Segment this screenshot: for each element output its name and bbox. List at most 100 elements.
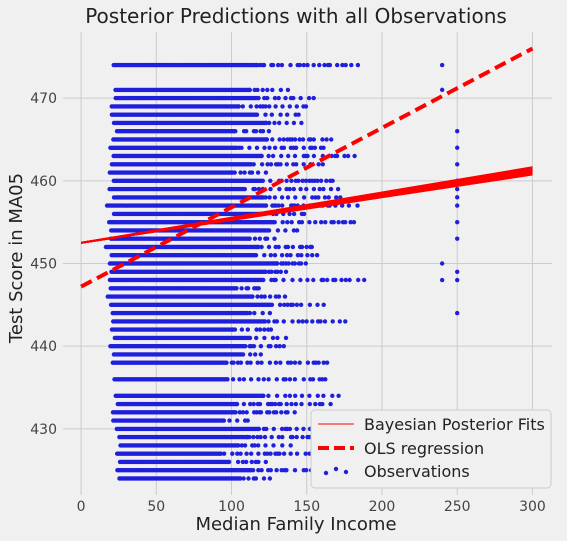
- observation-point: [263, 195, 268, 200]
- observation-point: [248, 360, 253, 365]
- observation-point: [288, 62, 293, 68]
- observation-point: [306, 95, 312, 101]
- observation-point: [270, 62, 276, 68]
- observation-point: [272, 220, 277, 225]
- observation-point: [270, 87, 275, 93]
- observation-point: [293, 195, 298, 200]
- observation-point: [279, 410, 284, 415]
- observation-point: [299, 253, 304, 258]
- observation-point: [264, 137, 270, 142]
- observation-point: [439, 261, 445, 266]
- observation-point: [285, 410, 290, 415]
- observation-point: [281, 451, 287, 456]
- observation-point: [272, 253, 278, 258]
- observation-point: [230, 451, 235, 456]
- observation-point: [292, 137, 298, 142]
- y-tick-label: 440: [30, 339, 57, 355]
- observation-point: [279, 253, 285, 258]
- observation-point: [284, 120, 289, 126]
- observation-point: [292, 261, 298, 266]
- observation-point: [247, 310, 253, 316]
- observation-point: [343, 319, 348, 324]
- observation-point: [291, 186, 296, 192]
- observation-point: [258, 352, 263, 357]
- observation-point: [238, 170, 243, 175]
- observation-point: [239, 286, 244, 291]
- observation-point: [281, 344, 286, 349]
- observation-point: [274, 468, 279, 473]
- observation-point: [230, 377, 236, 382]
- observation-point: [248, 104, 253, 109]
- observation-point: [301, 211, 307, 217]
- observation-point: [305, 277, 310, 283]
- observation-point: [286, 261, 291, 266]
- observation-point: [287, 377, 293, 382]
- observation-point: [321, 360, 326, 365]
- observation-point: [283, 228, 288, 233]
- observation-point: [242, 170, 247, 175]
- observation-point: [310, 319, 315, 324]
- observation-point: [293, 145, 299, 150]
- observation-point: [455, 277, 460, 283]
- observation-point: [329, 137, 334, 142]
- observation-point: [300, 319, 305, 324]
- observation-point: [252, 186, 258, 192]
- observation-point: [249, 459, 254, 465]
- observation-point: [301, 195, 307, 200]
- observation-point: [249, 170, 255, 175]
- observation-point: [347, 277, 352, 283]
- observation-point: [262, 294, 267, 299]
- observation-point: [320, 401, 325, 407]
- observation-point: [455, 195, 460, 200]
- observation-point: [311, 277, 316, 283]
- observation-point: [277, 120, 282, 126]
- observation-point: [292, 410, 297, 415]
- observation-point: [278, 401, 283, 407]
- observation-point: [304, 319, 309, 324]
- observation-point: [293, 401, 299, 407]
- observation-point: [278, 360, 283, 365]
- observation-point: [334, 153, 340, 159]
- observation-point: [321, 277, 326, 283]
- observation-point: [267, 360, 273, 365]
- observation-point: [275, 335, 280, 341]
- observation-point: [270, 137, 275, 142]
- observation-point: [349, 62, 354, 68]
- observation-point: [288, 360, 294, 365]
- observation-point: [291, 211, 297, 217]
- observation-point: [260, 129, 266, 134]
- observation-point: [262, 434, 268, 440]
- observation-point: [265, 451, 270, 456]
- observation-point: [248, 377, 254, 382]
- observation-point: [288, 443, 293, 448]
- observation-point: [240, 410, 246, 415]
- observation-point: [254, 145, 260, 150]
- observation-point: [326, 195, 331, 200]
- observation-point: [276, 434, 281, 440]
- observation-point: [256, 426, 262, 432]
- observation-point: [274, 261, 280, 266]
- observation-point: [268, 327, 274, 332]
- observation-point: [346, 203, 352, 208]
- observation-point: [281, 277, 286, 283]
- observation-point: [241, 377, 247, 382]
- observation-point: [256, 443, 261, 448]
- observation-point: [232, 170, 237, 175]
- observation-point: [294, 434, 299, 440]
- observation-point: [292, 360, 298, 365]
- observation-point: [339, 277, 344, 283]
- observation-point: [235, 451, 240, 456]
- observation-point: [235, 459, 241, 465]
- observation-point: [283, 95, 288, 101]
- observation-point: [269, 112, 274, 117]
- y-tick-label: 450: [30, 257, 57, 273]
- observation-point: [252, 236, 258, 241]
- observation-point: [439, 87, 445, 93]
- observation-point: [300, 137, 306, 142]
- observation-point: [267, 476, 273, 481]
- observation-point: [261, 393, 266, 398]
- observation-point: [278, 162, 283, 167]
- observation-point: [251, 344, 257, 349]
- observation-point: [264, 426, 269, 432]
- observation-point: [330, 178, 335, 183]
